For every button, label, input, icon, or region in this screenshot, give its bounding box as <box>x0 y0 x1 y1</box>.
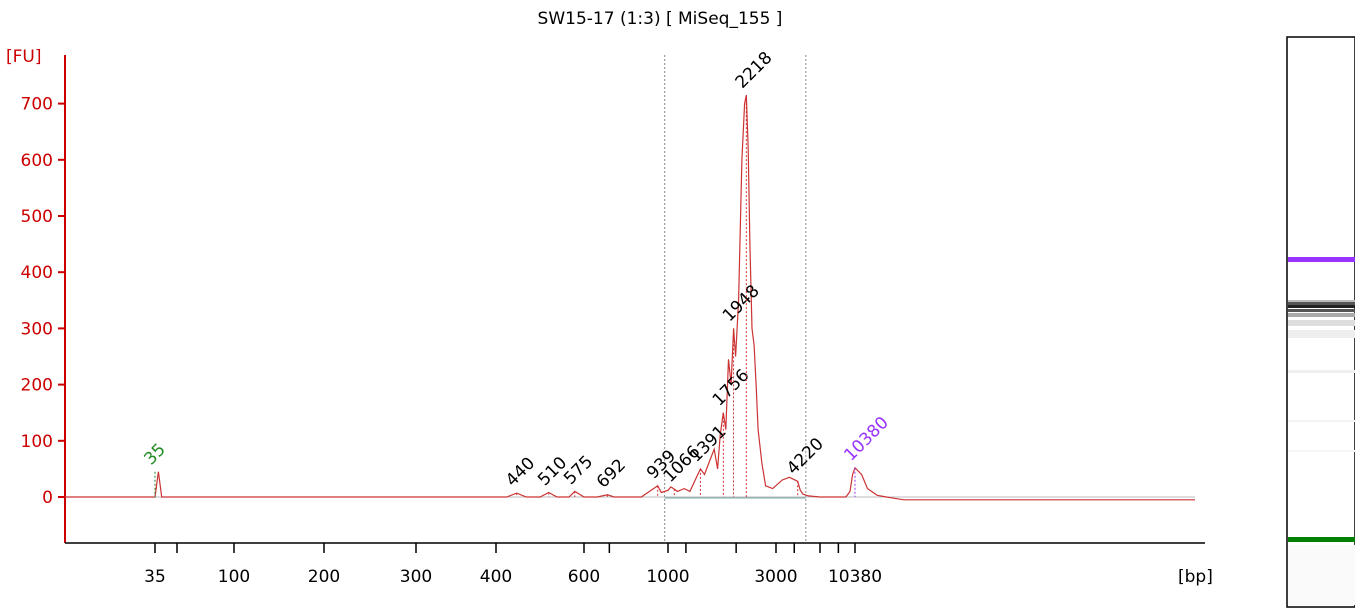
trace-line <box>65 95 1195 501</box>
electropherogram-trace <box>65 95 1195 501</box>
gel-band <box>1288 420 1355 422</box>
y-tick-label: 0 <box>42 488 53 508</box>
peak-label: 440 <box>502 454 539 491</box>
x-tick-label: 100 <box>218 567 250 587</box>
peak-label: 692 <box>593 455 630 492</box>
y-tick-label: 300 <box>21 319 53 339</box>
y-tick-label: 100 <box>21 432 53 452</box>
x-tick-label: 200 <box>308 567 340 587</box>
x-tick-label: 3000 <box>754 567 797 587</box>
peak-label: 1948 <box>719 281 764 326</box>
x-tick-label: 300 <box>400 567 432 587</box>
integration-region <box>664 55 807 543</box>
y-axis-label: [FU] <box>6 47 42 67</box>
gel-band <box>1288 450 1355 452</box>
peak-label: 35 <box>140 440 169 469</box>
lower-marker-band <box>1288 537 1355 542</box>
upper-marker-band <box>1288 257 1355 262</box>
y-tick-label: 700 <box>21 95 53 115</box>
gel-band <box>1288 309 1355 312</box>
peak-label: 2218 <box>732 48 777 93</box>
x-axis-label: [bp] <box>1178 567 1213 587</box>
plot-axes: 0 100 200 300 400 500 600 700 35 100 200 300 400 600 1… <box>21 55 1205 587</box>
virtual-gel-lane <box>1286 36 1355 608</box>
x-tick-label: 35 <box>144 567 166 587</box>
y-tick-label: 200 <box>21 376 53 396</box>
gel-band <box>1288 313 1355 317</box>
gel-band <box>1288 305 1355 308</box>
y-tick-label: 500 <box>21 207 53 227</box>
x-tick-label: 1000 <box>646 567 689 587</box>
gel-band <box>1288 300 1355 302</box>
gel-band <box>1288 370 1355 373</box>
gel-band <box>1288 320 1355 326</box>
x-tick-label: 10380 <box>828 567 882 587</box>
y-tick-label: 400 <box>21 263 53 283</box>
gel-band <box>1288 302 1355 305</box>
x-tick-label: 600 <box>568 567 600 587</box>
chart-title: SW15-17 (1:3) [ MiSeq_155 ] <box>538 9 783 29</box>
gel-band <box>1288 330 1355 338</box>
peak-label: 1391 <box>686 422 731 467</box>
gel-bottom-shade <box>1288 545 1355 605</box>
peak-label: 575 <box>560 452 597 489</box>
peak-label: 10380 <box>840 413 892 465</box>
y-tick-label: 600 <box>21 151 53 171</box>
x-tick-label: 400 <box>480 567 512 587</box>
